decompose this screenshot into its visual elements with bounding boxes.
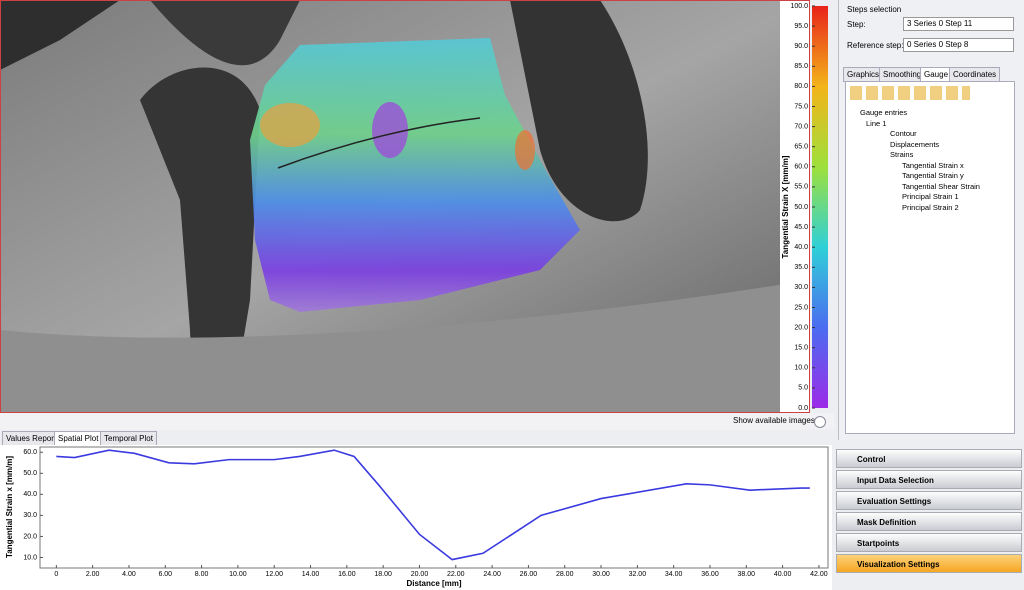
toolbar[interactable] <box>850 86 970 100</box>
workflow-button[interactable]: Input Data Selection <box>836 470 1022 489</box>
x-tick-label: 10.00 <box>229 571 247 578</box>
colorbar-tick-label: 35.0 <box>794 264 808 271</box>
gauge-panel: Gauge entries Line 1 Contour Displacements S… <box>845 81 1015 434</box>
tree-item[interactable]: Principal Strain 1 <box>902 192 959 201</box>
colorbar-tick-label: 0.0 <box>798 405 808 412</box>
colorbar-tick-label: 70.0 <box>794 123 808 130</box>
colorbar-tick-label: 5.0 <box>798 385 808 392</box>
colorbar-tick-label: 10.0 <box>794 365 808 372</box>
x-tick-label: 40.00 <box>774 571 792 578</box>
tab[interactable]: Spatial Plot <box>54 431 103 446</box>
group-title: Steps selection <box>847 5 902 14</box>
x-tick-label: 22.00 <box>447 571 465 578</box>
tree-item[interactable]: Displacements <box>890 139 940 149</box>
y-tick-label: 60.0 <box>23 449 37 456</box>
y-tick-label: 20.0 <box>23 533 37 540</box>
workflow-button[interactable]: Control <box>836 449 1022 468</box>
colorbar-tick-label: 30.0 <box>794 284 808 291</box>
x-tick-label: 16.00 <box>338 571 356 578</box>
y-tick-label: 10.0 <box>23 554 37 561</box>
x-tick-label: 14.00 <box>302 571 320 578</box>
x-tick-label: 36.00 <box>701 571 719 578</box>
tab[interactable]: Temporal Plot <box>100 431 157 446</box>
workflow-button[interactable]: Mask Definition <box>836 512 1022 531</box>
colorbar-label: Tangential Strain X [mm/m] <box>781 155 790 258</box>
side-panel: Steps selection Step: 3 Series 0 Step 11… <box>838 0 1024 440</box>
tree-item[interactable]: Gauge entries <box>860 108 908 117</box>
x-tick-label: 26.00 <box>520 571 538 578</box>
x-tick-label: 38.00 <box>738 571 756 578</box>
x-tick-label: 42.00 <box>810 571 828 578</box>
y-tick-label: 30.0 <box>23 512 37 519</box>
tree-item[interactable]: Tangential Strain x <box>902 160 964 170</box>
colorbar-tick-label: 40.0 <box>794 244 808 251</box>
step-label: Step: <box>847 20 866 29</box>
tree-item[interactable]: Line 1 <box>866 118 887 128</box>
y-tick-label: 50.0 <box>23 470 37 477</box>
tree-item[interactable]: Tangential Strain y <box>902 171 964 180</box>
x-axis-label: Distance [mm] <box>406 579 461 588</box>
y-axis-label: Tangential Strain x [mm/m] <box>5 456 14 558</box>
colorbar-tick-label: 100.0 <box>790 3 808 10</box>
colorbar-tick-label: 85.0 <box>794 63 808 70</box>
x-tick-label: 2.00 <box>86 571 100 578</box>
image-view: Tangential Strain X [mm/m] 100.0 95.0 90.0… <box>0 0 828 413</box>
x-tick-label: 20.00 <box>411 571 429 578</box>
x-tick-label: 34.00 <box>665 571 683 578</box>
colorbar-tick-label: 20.0 <box>794 324 808 331</box>
tree-item[interactable]: Tangential Shear Strain <box>902 181 980 191</box>
x-tick-label: 24.00 <box>483 571 501 578</box>
ref-step-dropdown[interactable]: 0 Series 0 Step 8 <box>903 38 1014 52</box>
y-tick-label: 40.0 <box>23 491 37 498</box>
colorbar-tick-label: 50.0 <box>794 204 808 211</box>
tab[interactable]: Gauge <box>920 67 953 82</box>
x-tick-label: 8.00 <box>195 571 209 578</box>
tab[interactable]: Smoothing <box>879 67 926 82</box>
tree-item[interactable]: Contour <box>890 129 917 138</box>
data-line <box>56 449 810 561</box>
workflow-button[interactable]: Evaluation Settings <box>836 491 1022 510</box>
tree-item[interactable]: Principal Strain 2 <box>902 202 959 212</box>
tab[interactable]: Coordinates <box>949 67 1001 82</box>
colorbar-tick-label: 45.0 <box>794 224 808 231</box>
colorbar-tick-label: 55.0 <box>794 184 808 191</box>
workflow-button[interactable]: Startpoints <box>836 533 1022 552</box>
tab[interactable]: Graphics <box>843 67 884 82</box>
step-dropdown[interactable]: 3 Series 0 Step 11 <box>903 17 1014 31</box>
x-tick-label: 6.00 <box>158 571 172 578</box>
spatial-plot: Tangential Strain x [mm/m] Distance [mm]… <box>0 445 832 590</box>
colorbar-tick-label: 95.0 <box>794 23 808 30</box>
x-tick-label: 4.00 <box>122 571 136 578</box>
colorbar-tick-label: 75.0 <box>794 103 808 110</box>
colorbar-tick-label: 80.0 <box>794 83 808 90</box>
x-tick-label: 28.00 <box>556 571 574 578</box>
x-tick-label: 30.00 <box>592 571 610 578</box>
colorbar-tick-label: 25.0 <box>794 304 808 311</box>
show-images-button[interactable] <box>814 416 826 428</box>
x-tick-label: 18.00 <box>374 571 392 578</box>
show-images-label: Show available images: <box>733 416 818 425</box>
colorbar-tick-label: 15.0 <box>794 345 808 352</box>
tab[interactable]: Values Report <box>2 431 61 446</box>
image-toolbar: Show available images: <box>0 413 834 430</box>
colorbar-tick-label: 65.0 <box>794 144 808 151</box>
colorbar-tick-label: 90.0 <box>794 43 808 50</box>
tree-item[interactable]: Strains <box>890 150 914 159</box>
x-tick-label: 0 <box>54 571 58 578</box>
workflow-button[interactable]: Visualization Settings <box>836 554 1022 573</box>
ref-step-label: Reference step: <box>847 41 904 50</box>
x-tick-label: 32.00 <box>629 571 647 578</box>
x-tick-label: 12.00 <box>265 571 283 578</box>
colorbar-tick-label: 60.0 <box>794 164 808 171</box>
